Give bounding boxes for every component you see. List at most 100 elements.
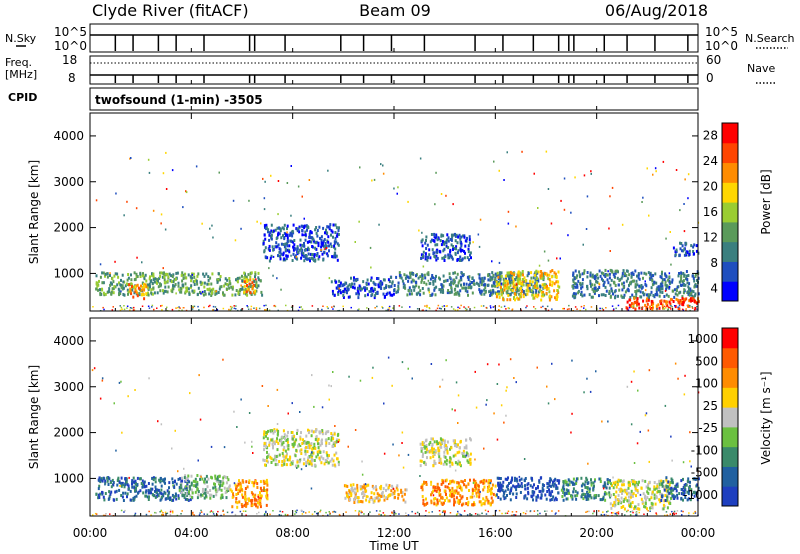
freq-tick-top: 18 <box>62 53 77 67</box>
nsearch-tick-bottom: 10^0 <box>705 39 738 53</box>
freq-trace <box>90 62 698 83</box>
velocity-region-8 <box>560 476 612 502</box>
velocity-colorbar-seg-6 <box>722 367 738 388</box>
ytick-label-0: 4000 <box>53 334 84 348</box>
nave-tick-top: 60 <box>706 53 721 67</box>
xtick-label-1: 04:00 <box>174 526 209 540</box>
velocity-region-6 <box>420 478 497 507</box>
power-ylabel: Slant Range [km] <box>27 160 41 264</box>
power-colorbar-seg-2 <box>722 241 738 262</box>
power-region-10 <box>672 241 700 258</box>
ytick-label-3: 1000 <box>53 266 84 280</box>
power-colorbar-tick-6: 4 <box>710 281 718 295</box>
power-region-7 <box>495 269 561 302</box>
power-region-2 <box>243 278 257 295</box>
velocity-colorbar: 1000 500 100 25 -25 -100 -500 -1000 <box>683 327 739 507</box>
velocity-data <box>91 356 700 517</box>
velocity-panel: 4000 3000 2000 1000 Slant Range [km] 1000 50… <box>27 317 773 517</box>
time-axis: 00:00 04:00 08:00 12:00 16:00 20:00 00:00 <box>73 48 716 540</box>
velocity-colorbar-tick-7: -1000 <box>683 488 718 502</box>
nsky-tick-top: 10^5 <box>54 25 87 39</box>
power-scatter <box>95 150 700 295</box>
velocity-region-4 <box>343 483 408 504</box>
power-colorbar-tick-0: 28 <box>703 129 718 143</box>
cpid-panel: CPID twofsound (1-min) -3505 <box>8 87 699 111</box>
power-region-3 <box>262 223 340 263</box>
velocity-colorbar-seg-0 <box>722 486 738 507</box>
velocity-region-5 <box>419 437 472 468</box>
ytick-label-2: 2000 <box>53 426 84 440</box>
power-colorbar-seg-5 <box>722 182 738 203</box>
velocity-colorbar-tick-6: -500 <box>691 466 718 480</box>
velocity-colorbar-seg-2 <box>722 446 738 467</box>
velocity-ground-band <box>92 509 699 517</box>
freq-panel: Freq. [MHz] 18 8 60 0 Nave <box>5 53 775 85</box>
power-ground-band <box>92 304 698 312</box>
nave-tick-bottom: 0 <box>706 71 714 85</box>
freq-tick-bottom: 8 <box>68 71 76 85</box>
velocity-colorbar-frame <box>721 327 739 507</box>
power-region-4 <box>330 275 396 300</box>
velocity-region-2 <box>229 478 269 509</box>
velocity-colorbar-tick-1: 500 <box>695 354 718 368</box>
power-colorbar-tick-4: 12 <box>703 230 718 244</box>
velocity-colorbar-seg-3 <box>722 426 738 448</box>
cpid-label: CPID <box>8 91 37 104</box>
xtick-label-0: 00:00 <box>73 526 108 540</box>
power-colorbar-seg-4 <box>722 202 738 223</box>
nsky-trace <box>90 34 698 51</box>
velocity-colorbar-seg-8 <box>722 328 738 349</box>
power-colorbar-seg-8 <box>722 123 738 144</box>
velocity-yticks: 4000 3000 2000 1000 <box>53 334 698 485</box>
velocity-region-9 <box>609 478 674 511</box>
velocity-region-10 <box>660 476 700 502</box>
power-region-1 <box>128 282 148 301</box>
ytick-label-1: 3000 <box>53 380 84 394</box>
time-axis-label: Time UT <box>368 539 419 553</box>
velocity-region-0 <box>95 476 194 502</box>
power-colorbar-tick-2: 20 <box>703 180 718 194</box>
velocity-scatter <box>91 356 700 498</box>
velocity-colorbar-seg-7 <box>722 347 738 369</box>
power-region-5 <box>420 232 472 262</box>
ytick-label-1: 3000 <box>53 175 84 189</box>
velocity-colorbar-tick-4: -25 <box>698 421 718 435</box>
freq-label: Freq. <box>5 56 32 69</box>
velocity-colorbar-tick-2: 100 <box>695 377 718 391</box>
power-colorbar-seg-1 <box>722 261 738 282</box>
power-colorbar-frame <box>721 122 739 302</box>
power-region-0 <box>95 271 264 297</box>
nsky-tick-bottom: 10^0 <box>54 39 87 53</box>
power-colorbar-seg-0 <box>722 281 738 302</box>
freq-frame <box>89 55 699 85</box>
velocity-region-7 <box>495 476 561 502</box>
velocity-colorbar-seg-1 <box>722 466 738 487</box>
power-data <box>92 150 700 312</box>
velocity-colorbar-tick-3: 25 <box>703 399 718 413</box>
power-colorbar-seg-7 <box>722 142 738 164</box>
xtick-label-2: 08:00 <box>275 526 310 540</box>
power-colorbar-tick-5: 8 <box>710 256 718 270</box>
freq-unit: [MHz] <box>5 68 37 81</box>
cpid-value: twofsound (1-min) -3505 <box>95 93 263 107</box>
power-yticks: 4000 3000 2000 1000 <box>53 129 698 280</box>
power-colorbar-seg-6 <box>722 162 738 183</box>
velocity-colorbar-label: Velocity [m s⁻¹] <box>759 371 773 464</box>
xtick-label-6: 00:00 <box>681 526 716 540</box>
nsearch-label: N.Search <box>745 32 795 45</box>
velocity-region-1 <box>178 474 231 500</box>
ytick-label-0: 4000 <box>53 129 84 143</box>
station-title: Clyde River (fitACF) <box>92 1 249 20</box>
velocity-colorbar-tick-0: 1000 <box>687 332 718 346</box>
nave-label: Nave <box>747 62 775 75</box>
nsearch-tick-top: 10^5 <box>705 25 738 39</box>
nsky-panel: N.Sky 10^5 10^0 10^5 10^0 N.Search <box>5 23 795 53</box>
ytick-label-3: 1000 <box>53 471 84 485</box>
xtick-label-3: 12:00 <box>377 526 412 540</box>
power-colorbar-label: Power [dB] <box>759 169 773 234</box>
nsky-frame <box>89 23 699 53</box>
velocity-colorbar-seg-5 <box>722 387 738 408</box>
velocity-region-3 <box>262 428 341 468</box>
velocity-colorbar-tick-5: -100 <box>691 443 718 457</box>
